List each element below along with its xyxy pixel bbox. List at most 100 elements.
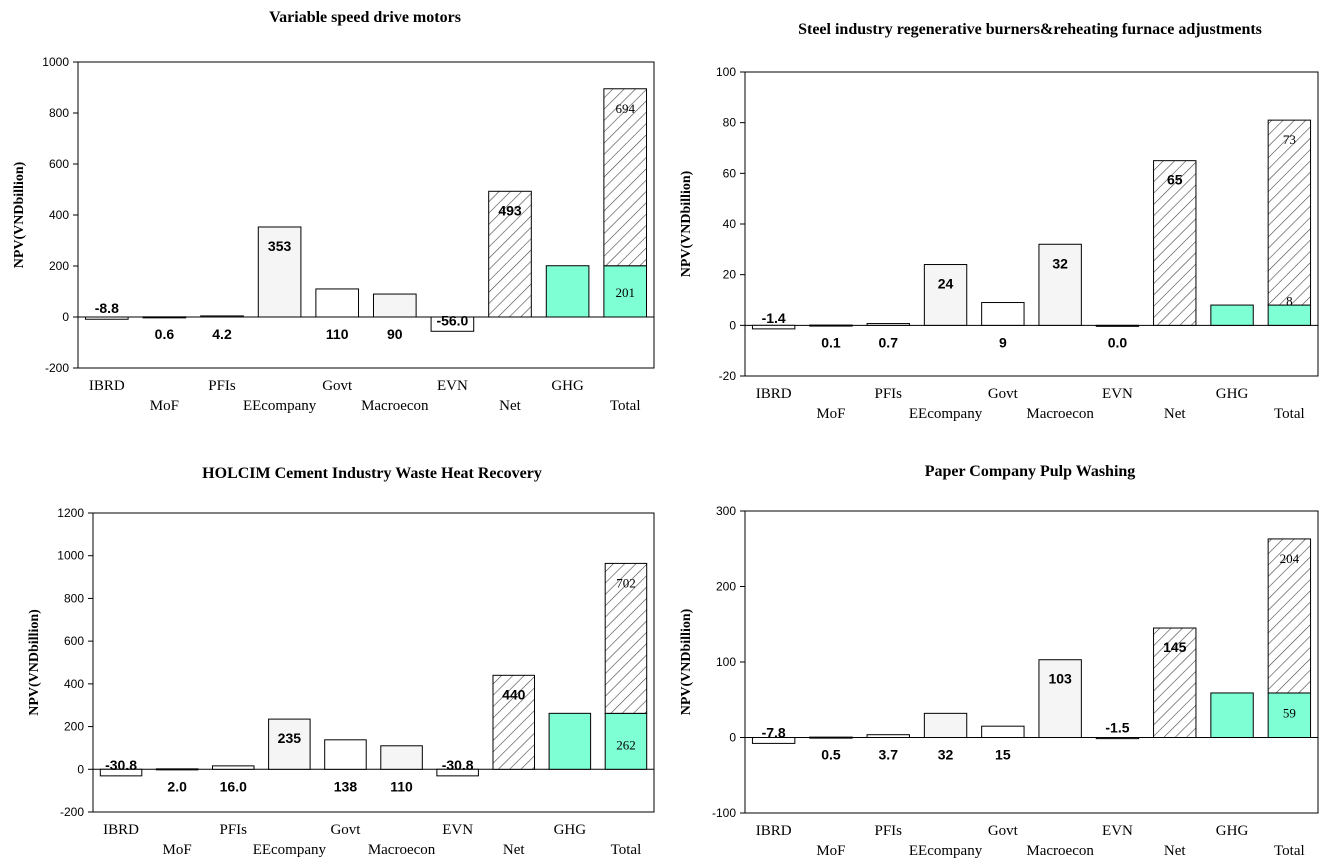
y-axis-label: NPV(VNDbillion) xyxy=(679,608,694,715)
bar-macroecon xyxy=(372,293,417,318)
x-category-label: Total xyxy=(611,842,642,858)
x-category-label: GHG xyxy=(1216,386,1249,402)
bar-total-net xyxy=(603,88,648,267)
chart-3: HOLCIM Cement Industry Waste Heat Recove… xyxy=(27,465,655,858)
chart-title: Variable speed drive motors xyxy=(269,9,461,26)
bar-evn xyxy=(436,768,479,777)
data-label-total-ghg: 59 xyxy=(1283,706,1296,721)
y-tick-label: 100 xyxy=(716,655,736,669)
chart-2: Steel industry regenerative burners&rehe… xyxy=(679,21,1319,422)
bar-ghg xyxy=(548,712,592,770)
data-label-total-ghg: 201 xyxy=(615,285,635,300)
y-tick-label: 1000 xyxy=(42,55,69,69)
data-label: -56.0 xyxy=(436,312,468,328)
x-category-label: Govt xyxy=(330,822,361,838)
y-tick-label: 100 xyxy=(716,65,736,79)
data-label: -1.4 xyxy=(762,310,786,326)
data-label: 0.0 xyxy=(1108,334,1128,350)
x-category-label: EEcompany xyxy=(909,406,983,422)
x-category-label: Macroecon xyxy=(361,398,429,414)
y-axis-label: NPV(VNDbillion) xyxy=(12,161,27,268)
bar-ibrd xyxy=(751,324,796,330)
bar-govt xyxy=(981,725,1025,738)
x-category-label: MoF xyxy=(816,406,845,422)
data-label: 493 xyxy=(498,202,522,218)
bar-govt xyxy=(315,288,360,318)
x-category-label: IBRD xyxy=(89,378,125,394)
bar-net xyxy=(492,674,536,770)
data-label: 235 xyxy=(278,730,302,746)
bar-eecompany xyxy=(268,718,311,770)
plot-frame xyxy=(92,512,655,813)
x-category-label: Net xyxy=(503,842,525,858)
bar-evn xyxy=(1095,324,1140,327)
x-category-label: Macroecon xyxy=(368,842,436,858)
x-category-label: EVN xyxy=(437,378,468,394)
data-label: 3.7 xyxy=(879,747,899,763)
bar-mof xyxy=(142,316,187,319)
data-label: -7.8 xyxy=(762,724,786,740)
x-category-label: PFIs xyxy=(874,386,902,402)
y-tick-label: 0 xyxy=(729,731,736,745)
bar-total-ghg xyxy=(604,712,648,770)
bar-pfis xyxy=(866,734,910,738)
plot-frame xyxy=(744,510,1319,814)
bar-total-net xyxy=(604,562,648,714)
x-category-label: IBRD xyxy=(756,386,792,402)
bar-evn xyxy=(430,316,475,332)
y-axis-label: NPV(VNDbillion) xyxy=(679,170,694,277)
data-label: 32 xyxy=(938,747,954,763)
x-category-label: Total xyxy=(1274,406,1305,422)
x-category-label: IBRD xyxy=(756,823,792,839)
y-tick-label: 200 xyxy=(64,720,84,734)
bar-ibrd xyxy=(84,316,129,320)
bar-ghg xyxy=(545,265,590,318)
x-category-label: EEcompany xyxy=(253,842,327,858)
data-label: -1.5 xyxy=(1105,720,1129,736)
y-tick-label: 80 xyxy=(723,116,737,130)
x-category-label: Govt xyxy=(322,378,353,394)
y-tick-label: 40 xyxy=(723,217,737,231)
x-category-label: Net xyxy=(1164,843,1186,859)
y-tick-label: 1000 xyxy=(57,549,84,563)
bar-mof xyxy=(809,324,853,327)
bar-ibrd xyxy=(751,737,796,744)
data-label: -30.8 xyxy=(105,757,137,773)
y-tick-label: 200 xyxy=(716,580,736,594)
data-label-total-net: 694 xyxy=(615,101,635,116)
y-tick-label: 600 xyxy=(64,634,84,648)
data-label: 0.5 xyxy=(821,747,841,763)
x-category-label: Macroecon xyxy=(1026,843,1094,859)
y-tick-label: 800 xyxy=(64,591,84,605)
x-category-label: Govt xyxy=(988,823,1019,839)
y-axis-label: NPV(VNDbillion) xyxy=(27,609,42,716)
data-label: 32 xyxy=(1052,255,1068,271)
y-tick-label: -100 xyxy=(712,806,736,820)
x-category-label: IBRD xyxy=(103,822,139,838)
y-tick-label: 400 xyxy=(49,208,69,222)
data-label: 138 xyxy=(334,778,358,794)
bar-ghg xyxy=(1210,692,1254,739)
x-category-label: EVN xyxy=(442,822,473,838)
data-label: 145 xyxy=(1163,639,1187,655)
bar-ibrd xyxy=(99,768,143,777)
y-tick-label: -20 xyxy=(719,369,737,383)
bar-macroecon xyxy=(380,745,423,770)
data-label: 65 xyxy=(1167,172,1183,188)
bar-evn xyxy=(1095,737,1140,740)
data-label: 110 xyxy=(326,326,349,342)
bar-net xyxy=(488,190,532,318)
x-category-label: EVN xyxy=(1102,823,1133,839)
bar-total-ghg xyxy=(1267,692,1312,739)
x-category-label: GHG xyxy=(1216,823,1249,839)
bar-macroecon xyxy=(1038,659,1082,738)
bar-eecompany xyxy=(257,226,302,318)
data-label-total-ghg: 8 xyxy=(1286,293,1293,308)
data-label: 0.7 xyxy=(879,334,899,350)
data-label: 9 xyxy=(999,334,1007,350)
x-category-label: EEcompany xyxy=(909,843,983,859)
y-tick-label: 0 xyxy=(729,318,736,332)
y-tick-label: -200 xyxy=(60,805,84,819)
x-category-label: Net xyxy=(499,398,521,414)
